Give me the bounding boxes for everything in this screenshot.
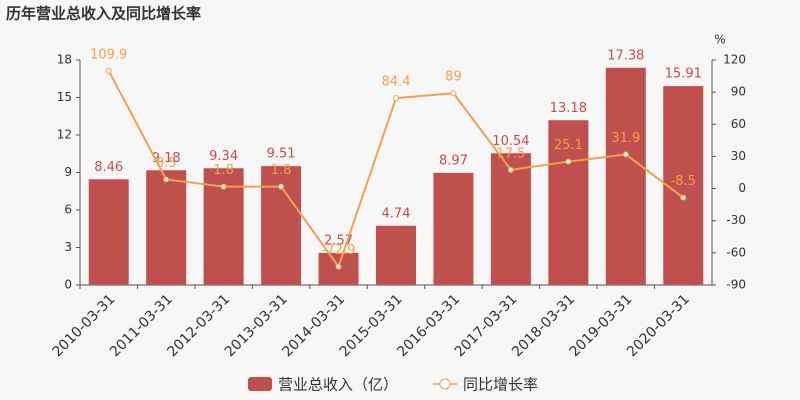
line-point	[163, 176, 170, 183]
line-value-label: -8.5	[671, 174, 696, 189]
line-point	[220, 183, 227, 190]
line-point	[450, 90, 457, 97]
line-value-label: 89	[445, 70, 462, 85]
line-point	[278, 183, 285, 190]
line-value-label: 109.9	[90, 47, 127, 62]
line-value-label: 84.4	[382, 75, 411, 90]
y2-axis-label: %	[714, 33, 725, 47]
bar-value-label: 8.97	[439, 153, 468, 168]
bar	[88, 179, 129, 285]
bar-value-label: 10.54	[492, 134, 529, 149]
y-tick-label: 3	[64, 240, 72, 254]
bar	[490, 153, 531, 285]
y2-tick-label: -30	[726, 213, 746, 227]
y2-tick-label: 30	[731, 149, 746, 163]
bar	[663, 86, 704, 285]
line-point	[105, 67, 112, 74]
bar-value-label: 13.18	[550, 101, 587, 116]
bar	[146, 170, 187, 285]
line-point	[622, 151, 629, 158]
legend-label: 营业总收入（亿）	[278, 376, 398, 394]
line-point	[335, 263, 342, 270]
y2-tick-label: -90	[726, 278, 746, 292]
y2-tick-label: 60	[731, 117, 746, 131]
line-value-label: 1.8	[213, 163, 234, 178]
y2-tick-label: -60	[726, 245, 746, 259]
bar	[548, 120, 589, 285]
y2-tick-label: 0	[738, 181, 746, 195]
y-tick-label: 6	[64, 203, 72, 217]
line-value-label: 31.9	[611, 131, 640, 146]
bar	[433, 172, 474, 285]
y2-tick-label: 120	[723, 53, 746, 67]
line-value-label: 17.5	[496, 146, 525, 161]
legend-label: 同比增长率	[463, 376, 538, 394]
line-value-label: -72.9	[322, 243, 356, 258]
legend-swatch	[439, 378, 451, 390]
bar-value-label: 8.46	[94, 160, 123, 175]
bar-value-label: 9.34	[209, 149, 238, 164]
y-tick-label: 15	[57, 90, 72, 104]
line-point	[393, 95, 399, 102]
line-point	[507, 166, 514, 173]
line-value-label: 8.5	[156, 156, 177, 171]
y-tick-label: 18	[57, 53, 72, 67]
bar	[605, 67, 646, 285]
chart-title: 历年营业总收入及同比增长率	[6, 5, 201, 23]
line-point	[565, 158, 572, 165]
line-value-label: 1.8	[271, 163, 292, 178]
bar	[376, 225, 416, 285]
bar-value-label: 17.38	[607, 48, 644, 63]
bar-value-label: 15.91	[665, 67, 702, 82]
line-value-label: 25.1	[554, 138, 583, 153]
bar-value-label: 9.18	[152, 151, 181, 166]
y2-tick-label: 90	[731, 85, 746, 99]
bar-value-label: 4.74	[382, 206, 411, 221]
bar-value-label: 9.51	[267, 147, 296, 162]
y-tick-label: 0	[64, 278, 72, 292]
line-point	[680, 194, 687, 201]
legend-swatch	[248, 377, 272, 391]
y-tick-label: 9	[64, 165, 72, 179]
y-tick-label: 12	[57, 128, 72, 142]
